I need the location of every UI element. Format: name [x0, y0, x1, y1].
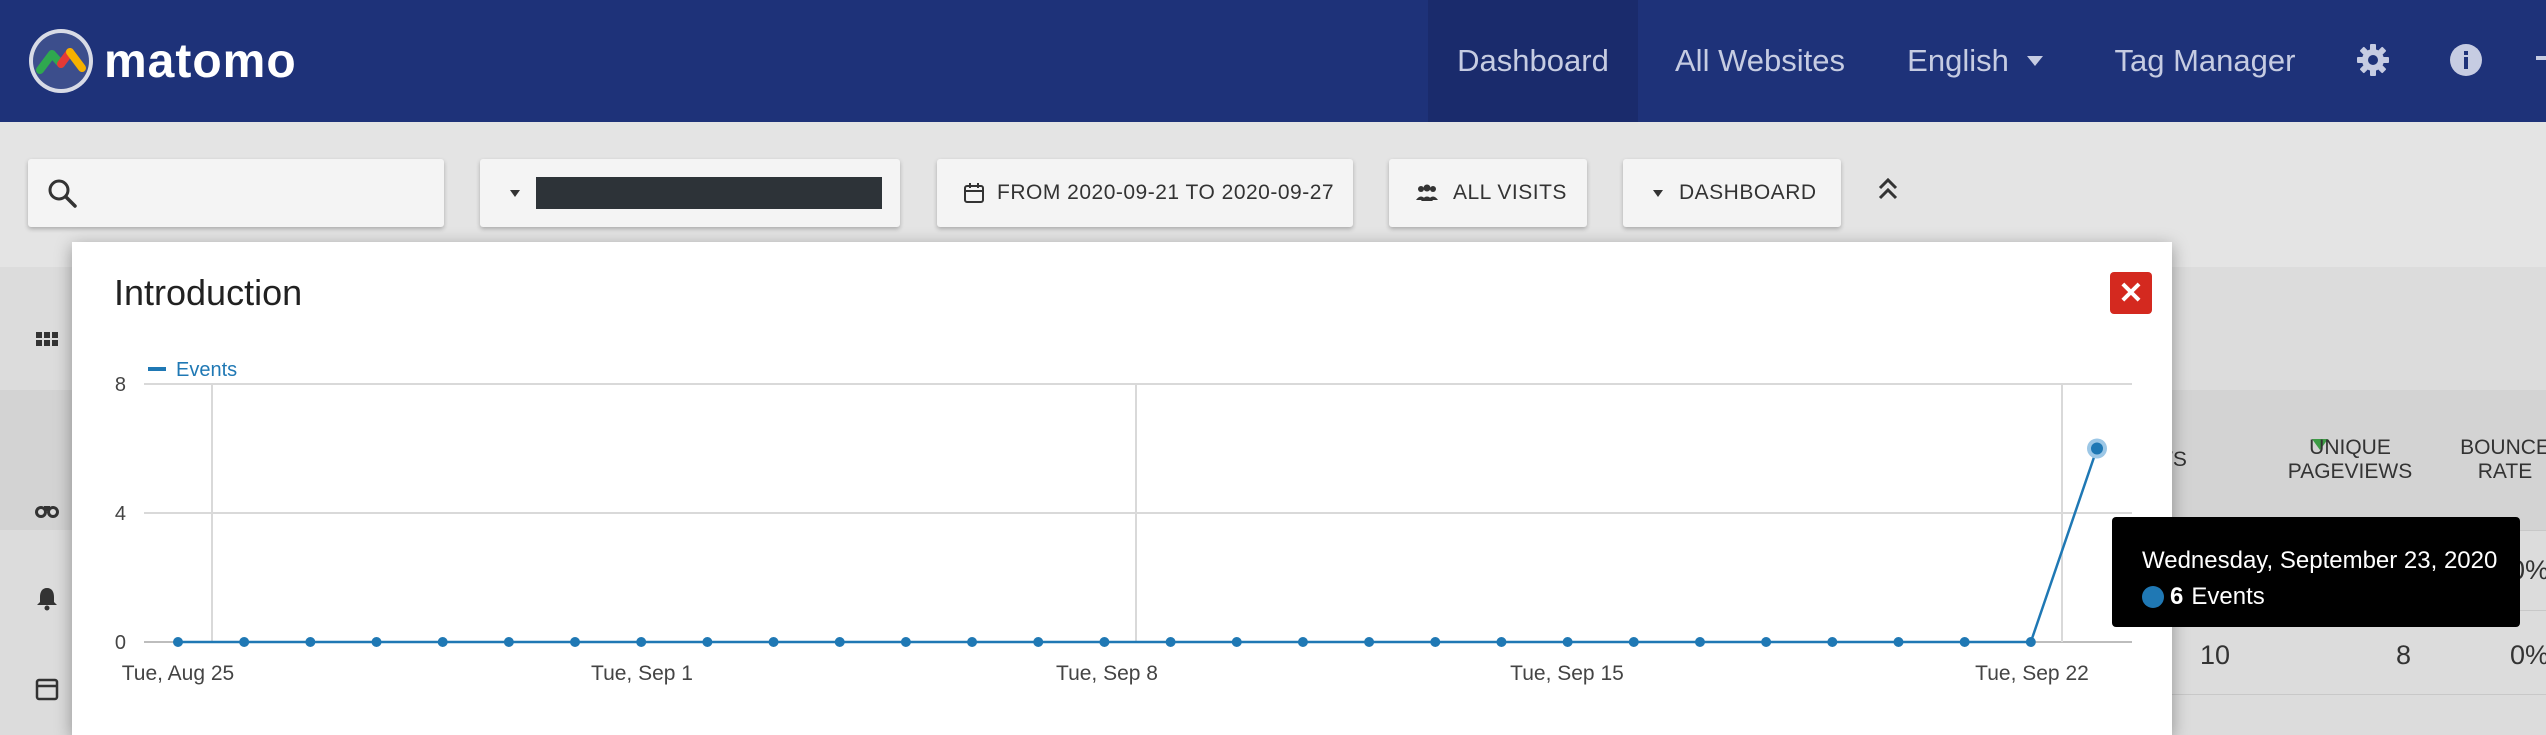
calendar-icon — [964, 183, 984, 203]
info-icon[interactable] — [2446, 40, 2486, 80]
segment-label: ALL VISITS — [1453, 181, 1567, 204]
close-icon: ✕ — [2118, 276, 2144, 310]
nav-language-label: English — [1907, 43, 2009, 78]
data-point — [371, 637, 382, 647]
data-point — [1231, 637, 1242, 647]
data-point — [1761, 637, 1772, 647]
collapse-icon[interactable] — [1876, 176, 1900, 202]
legend-swatch — [148, 367, 166, 371]
nav-tag-manager-label: Tag Manager — [2114, 43, 2296, 78]
dashboard-selector-label: DASHBOARD — [1679, 181, 1817, 204]
data-point — [570, 637, 581, 647]
column-header-bounce-rate[interactable]: BOUNCE RATE — [2460, 436, 2546, 483]
top-navigation-bar: matomo Dashboard All Websites English Ta… — [0, 0, 2546, 122]
x-tick-label: Tue, Sep 22 — [1975, 662, 2089, 685]
column-header-unique-pageviews[interactable]: UNIQUE PAGEVIEWS — [2287, 436, 2413, 483]
date-range-label: FROM 2020-09-21 TO 2020-09-27 — [997, 181, 1335, 204]
chevron-down-icon — [510, 189, 520, 197]
matomo-logo-icon — [29, 29, 93, 93]
date-range-selector[interactable]: FROM 2020-09-21 TO 2020-09-27 — [937, 159, 1353, 227]
data-point — [1165, 637, 1176, 647]
data-point — [1033, 637, 1044, 647]
introduction-modal: Introduction ✕ Events 0 4 8 Tue, Aug 25 Tue, … — [72, 242, 2172, 735]
data-point — [900, 637, 911, 647]
x-tick-label: Tue, Sep 8 — [1056, 662, 1158, 685]
data-point — [702, 637, 713, 647]
tooltip-series-name: Events — [2191, 583, 2265, 610]
data-point — [1364, 637, 1375, 647]
series-color-dot — [2142, 586, 2164, 608]
nav-tag-manager[interactable]: Tag Manager — [2100, 0, 2310, 122]
nav-all-websites[interactable]: All Websites — [1660, 0, 1860, 122]
data-point — [173, 637, 183, 647]
segment-selector[interactable]: ALL VISITS — [1389, 159, 1587, 227]
chevron-down-icon — [1653, 189, 1663, 197]
data-point — [1827, 637, 1838, 647]
data-point — [768, 637, 779, 647]
chevron-down-icon — [2026, 56, 2043, 66]
tooltip-value: 6 — [2170, 583, 2184, 610]
table-cell: 0% — [2510, 640, 2546, 670]
data-point — [1430, 637, 1441, 647]
events-series-line — [178, 448, 2099, 644]
x-tick-label: Tue, Sep 15 — [1510, 662, 1624, 685]
matomo-logo[interactable]: matomo — [28, 28, 297, 94]
data-point — [2091, 442, 2103, 455]
table-row-divider — [2140, 694, 2546, 695]
gear-icon[interactable] — [2353, 40, 2393, 80]
tooltip-date: Wednesday, September 23, 2020 — [2142, 547, 2498, 574]
close-button[interactable]: ✕ — [2110, 272, 2152, 314]
table-cell: 10 — [2200, 640, 2231, 670]
data-point — [1893, 637, 1904, 647]
y-tick-label: 8 — [115, 374, 126, 396]
data-point — [636, 637, 647, 647]
x-tick-label: Tue, Sep 1 — [591, 662, 693, 685]
site-selector[interactable] — [480, 159, 900, 227]
x-tick-label: Tue, Aug 25 — [122, 662, 234, 685]
data-point — [2025, 637, 2036, 647]
site-name-redacted — [536, 177, 882, 209]
bell-icon[interactable] — [34, 585, 60, 611]
events-line-chart: Events 0 4 8 Tue, Aug 25 Tue, Sep 1 Tue, Sep 8… — [115, 359, 2132, 685]
data-point — [1959, 637, 1970, 647]
data-point — [1496, 637, 1507, 647]
data-point — [1099, 637, 1110, 647]
users-icon — [1416, 184, 1438, 201]
dashboard-selector[interactable]: DASHBOARD — [1623, 159, 1841, 227]
search-input[interactable] — [28, 159, 444, 227]
binoculars-icon[interactable] — [34, 496, 60, 522]
overflow-menu-icon[interactable] — [2536, 56, 2546, 60]
data-point — [1694, 637, 1705, 647]
table-cell: 8 — [2396, 640, 2412, 670]
nav-all-websites-label: All Websites — [1675, 43, 1845, 78]
data-point — [1628, 637, 1639, 647]
legend-entry: Events — [176, 359, 237, 381]
widgets-grid-icon[interactable] — [34, 330, 60, 356]
data-point — [503, 637, 514, 647]
data-point — [239, 637, 250, 647]
y-tick-label: 0 — [115, 632, 126, 654]
nav-dashboard[interactable]: Dashboard — [1428, 0, 1638, 122]
brand-name: matomo — [104, 34, 297, 88]
y-tick-label: 4 — [115, 503, 126, 525]
modal-title: Introduction — [114, 272, 303, 313]
chart-tooltip: Wednesday, September 23, 2020 6 Events — [2112, 517, 2520, 627]
data-point — [834, 637, 845, 647]
data-point — [1562, 637, 1573, 647]
nav-dashboard-label: Dashboard — [1457, 43, 1609, 78]
calendar-page-icon[interactable] — [34, 676, 60, 702]
data-point — [305, 637, 316, 647]
data-point — [437, 637, 448, 647]
active-nav-highlight — [1428, 0, 1638, 122]
sort-descending-icon — [2312, 439, 2328, 450]
search-icon — [48, 179, 77, 208]
data-point — [1297, 637, 1308, 647]
data-point — [967, 637, 978, 647]
nav-language-dropdown[interactable]: English — [1890, 0, 2060, 122]
